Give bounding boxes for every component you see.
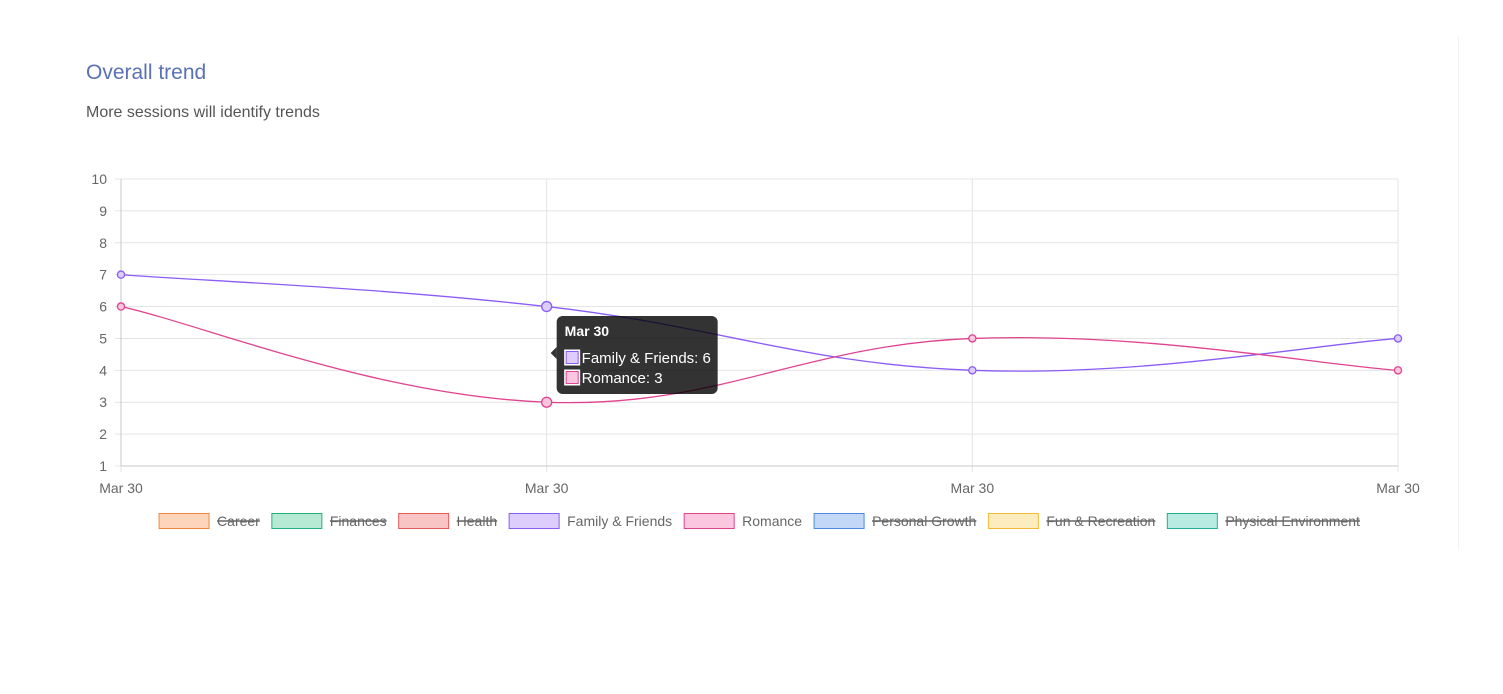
data-point[interactable] [968, 366, 977, 375]
data-point[interactable] [1393, 366, 1403, 375]
legend-item[interactable]: Romance [683, 513, 802, 529]
tooltip-title: Mar 30 [565, 323, 610, 339]
y-tick-label: 10 [91, 171, 107, 187]
legend-swatch [508, 513, 560, 529]
series-line [120, 305, 1399, 404]
y-tick-label: 6 [99, 299, 107, 315]
legend-swatch [987, 513, 1039, 529]
tooltip-item-label: Romance: 3 [582, 370, 663, 387]
legend-item[interactable]: Physical Environment [1166, 513, 1360, 529]
data-point[interactable] [541, 396, 553, 408]
legend-item[interactable]: Family & Friends [508, 513, 672, 529]
legend-swatch [271, 513, 323, 529]
y-tick-label: 3 [99, 394, 107, 410]
legend-label: Family & Friends [567, 513, 672, 529]
data-point[interactable] [541, 300, 553, 313]
x-tick-label: Mar 30 [951, 480, 995, 496]
y-tick-label: 9 [99, 203, 107, 219]
data-point[interactable] [116, 302, 126, 311]
x-tick-label: Mar 30 [1376, 480, 1420, 496]
tooltip-caret [550, 347, 557, 359]
series-line [120, 274, 1399, 372]
y-tick-label: 1 [99, 458, 107, 474]
data-point[interactable] [116, 270, 126, 279]
legend-swatch [1166, 513, 1218, 529]
x-tick-label: Mar 30 [525, 480, 569, 496]
overall-trend-card: Overall trend More sessions will identif… [46, 36, 1459, 550]
tooltip-swatch [565, 351, 579, 364]
legend-swatch [158, 513, 210, 529]
y-tick-label: 5 [99, 330, 107, 346]
grid-lines [115, 178, 1399, 472]
chart-tooltip: Mar 30 Family & Friends: 6 Romance: 3 [550, 316, 718, 394]
legend-item[interactable]: Personal Growth [813, 513, 977, 529]
card-title: Overall trend [86, 61, 207, 84]
legend-swatch [683, 513, 735, 529]
x-tick-label: Mar 30 [99, 480, 143, 496]
y-tick-label: 8 [99, 235, 107, 251]
y-tick-label: 4 [99, 362, 107, 378]
legend-item[interactable]: Career [158, 513, 260, 529]
legend-swatch [398, 513, 450, 529]
legend-item[interactable]: Finances [271, 513, 387, 529]
data-point[interactable] [1393, 334, 1403, 343]
y-tick-label: 7 [99, 267, 107, 283]
legend-item[interactable]: Health [398, 513, 498, 529]
legend-item[interactable]: Fun & Recreation [987, 513, 1156, 529]
tooltip-swatch [565, 371, 579, 384]
tooltip-box [556, 316, 718, 394]
tooltip-item-label: Family & Friends: 6 [582, 350, 711, 367]
legend-label: Romance [742, 513, 802, 529]
data-point[interactable] [968, 334, 977, 343]
card-subtitle: More sessions will identify trends [86, 104, 320, 121]
legend-swatch [813, 513, 865, 529]
y-tick-label: 2 [99, 426, 107, 442]
